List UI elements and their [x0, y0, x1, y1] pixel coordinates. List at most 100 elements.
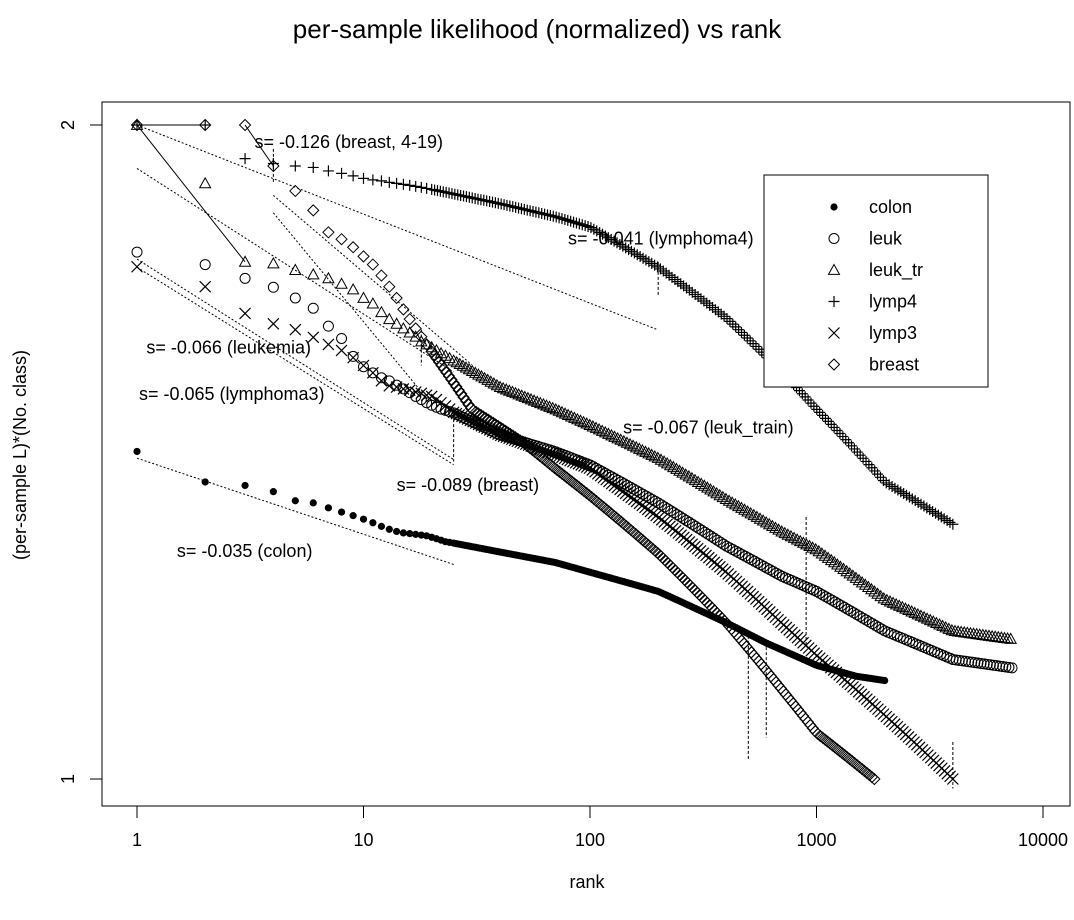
lymp4-point — [689, 288, 701, 300]
lymp4-point — [927, 505, 939, 517]
leuk_tr-point — [896, 600, 909, 613]
leuk_tr-point — [549, 402, 563, 415]
lymp4-point — [932, 509, 944, 521]
leuk_tr-point — [450, 355, 464, 368]
lymp4-point — [582, 220, 594, 232]
leuk_tr-point — [493, 380, 507, 393]
lymp4-point — [686, 286, 698, 298]
lymp4-point — [903, 491, 915, 503]
breast-point — [432, 355, 446, 369]
lymp4-point — [892, 484, 904, 496]
leuk-point — [975, 657, 987, 669]
leuk_tr-point — [499, 383, 513, 395]
leuk_tr-point — [552, 404, 566, 416]
leuk_tr-point — [775, 525, 789, 537]
leuk_tr-point — [465, 364, 479, 377]
leuk_tr-point — [357, 291, 370, 303]
legend-marker-lymp4 — [828, 296, 840, 307]
colon-point — [359, 515, 368, 523]
leuk_tr-point — [366, 297, 380, 309]
leuk-point — [811, 585, 823, 597]
leuk_tr-point — [933, 618, 946, 630]
lymp4-point — [466, 192, 478, 204]
leuk_tr-point — [506, 385, 519, 397]
leuk-point — [696, 524, 708, 536]
lymp4-point — [576, 219, 588, 231]
breast-point — [442, 369, 456, 383]
lymp4-point — [863, 459, 875, 471]
lymp4-point — [550, 211, 562, 223]
lymp4-point — [431, 185, 443, 197]
leuk_tr-point — [738, 503, 751, 515]
lymp4-point — [570, 217, 582, 229]
leuk_tr-point — [447, 354, 460, 366]
leuk_tr-point — [750, 510, 764, 522]
lymp4-point — [608, 235, 620, 247]
lymp3-point — [420, 389, 433, 402]
leuk_tr-point — [238, 255, 252, 267]
leuk_tr-point — [725, 496, 739, 508]
lymp3-point — [467, 415, 479, 428]
breast-point — [366, 258, 380, 271]
lymp4-point — [559, 214, 571, 226]
leuk-point — [711, 534, 723, 546]
leuk_tr-point — [781, 528, 795, 540]
leuk-point — [631, 485, 643, 497]
lymp4-point — [498, 199, 510, 211]
lymp4-point — [831, 424, 843, 436]
lymp4-point — [712, 306, 724, 318]
lymp3-point — [199, 280, 212, 293]
colon-point — [369, 519, 377, 527]
breast-point — [267, 159, 280, 173]
leuk-point — [870, 619, 882, 631]
breast-point — [130, 118, 144, 132]
leuk_tr-point — [905, 605, 919, 617]
leuk-point — [375, 372, 387, 384]
leuk_tr-point — [509, 386, 522, 399]
lymp4-point — [585, 222, 597, 234]
leuk-point — [947, 654, 959, 666]
lymp4-point — [597, 228, 609, 240]
lymp4-point — [429, 184, 441, 196]
lymp4-point — [588, 223, 600, 235]
leuk_tr-point — [908, 606, 922, 618]
leuk-point — [1006, 662, 1018, 674]
leuk_tr-point — [555, 405, 569, 418]
lymp4-point — [611, 237, 623, 249]
lymp3-point — [583, 462, 596, 475]
leuk_tr-point — [459, 361, 473, 373]
legend-label-breast: breast — [869, 355, 919, 375]
slope-annotation: s= -0.066 (leukemia) — [146, 337, 311, 357]
breast-point — [437, 362, 451, 376]
leuk_tr-point — [852, 573, 866, 586]
leuk_tr-point — [595, 424, 609, 436]
lymp4-point — [883, 479, 895, 491]
lymp4-point — [469, 192, 481, 204]
leuk_tr-point — [617, 434, 631, 447]
legend-marker-leuk — [828, 233, 840, 244]
leuk_tr-point — [540, 399, 553, 411]
lymp4-point — [605, 233, 617, 245]
lymp4-point — [347, 170, 359, 182]
leuk_tr-point — [629, 440, 643, 453]
lymp4-point — [383, 176, 395, 188]
lymp4-point — [654, 263, 666, 275]
lymp4-point — [599, 230, 611, 242]
lymp4-point — [819, 412, 831, 424]
lymp4-point — [415, 181, 427, 193]
leuk-point — [820, 591, 832, 603]
legend-box — [763, 174, 989, 388]
series-breast — [130, 118, 881, 786]
y-axis-label: (per-sample L)*(No. class) — [10, 350, 30, 560]
colon-point — [269, 488, 277, 496]
lymp4-point — [440, 186, 452, 198]
leuk_tr-point — [571, 412, 584, 425]
lymp4-point — [594, 227, 606, 239]
breast-point — [477, 410, 490, 423]
leuk_tr-point — [815, 547, 829, 559]
leuk-point — [857, 612, 869, 624]
leuk_tr-point — [530, 395, 544, 407]
leuk_tr-point — [198, 176, 212, 189]
lymp4-point — [704, 299, 716, 311]
leuk_tr-point — [614, 433, 628, 445]
